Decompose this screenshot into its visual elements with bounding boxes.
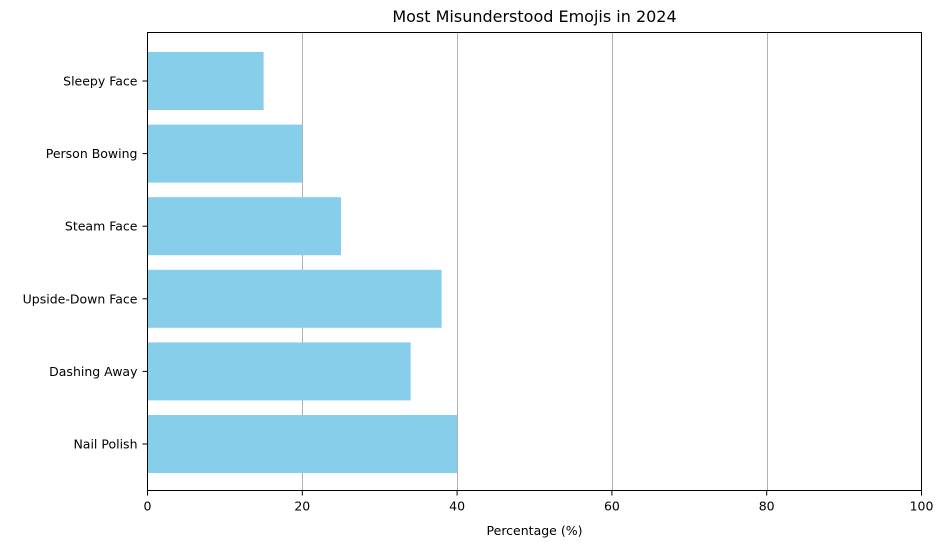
bar	[147, 197, 341, 256]
plot-frame	[147, 32, 922, 491]
x-tick-label: 20	[294, 499, 310, 514]
y-axis-ticks: Nail Polish Dashing Away Upside-Down Face S…	[23, 74, 148, 452]
bar	[147, 269, 442, 328]
x-tick-label: 60	[604, 499, 620, 514]
y-tick-label: Upside-Down Face	[23, 291, 138, 306]
x-tick-label: 100	[910, 499, 934, 514]
bar	[147, 415, 458, 473]
grid-lines	[302, 32, 768, 491]
y-tick-label: Dashing Away	[49, 364, 138, 379]
x-tick-label: 40	[449, 499, 465, 514]
y-tick-label: Nail Polish	[73, 437, 137, 452]
bar	[147, 52, 264, 110]
x-axis-label: Percentage (%)	[487, 523, 583, 538]
x-tick-label: 0	[144, 499, 152, 514]
y-tick-label: Steam Face	[65, 219, 138, 234]
x-tick-label: 80	[759, 499, 775, 514]
x-axis-ticks: 0 20 40 60 80 100	[144, 490, 934, 514]
bar	[147, 124, 303, 183]
y-tick-label: Sleepy Face	[63, 74, 138, 89]
bar	[147, 342, 411, 401]
chart-title: Most Misunderstood Emojis in 2024	[392, 7, 676, 26]
y-tick-label: Person Bowing	[46, 146, 138, 161]
bars	[147, 52, 458, 473]
